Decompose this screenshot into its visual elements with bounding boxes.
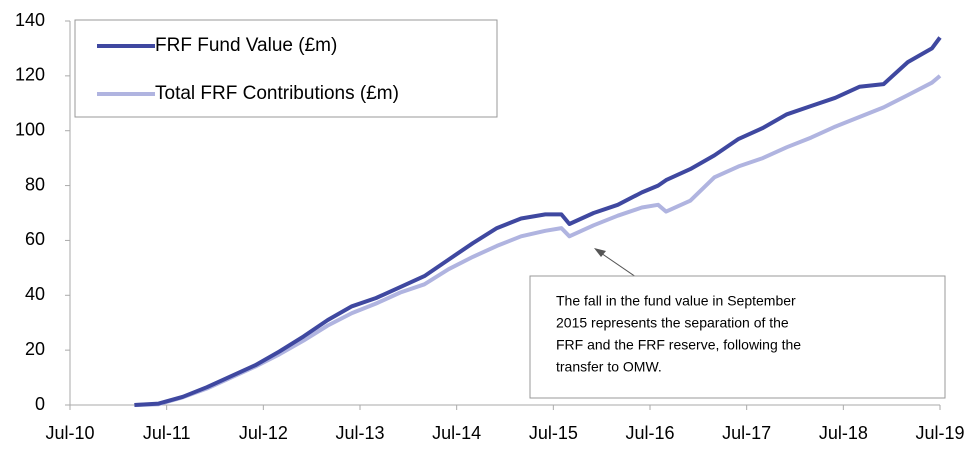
annotation-text: The fall in the fund value in September (556, 293, 796, 309)
y-tick-label: 120 (15, 65, 45, 85)
y-tick-label: 0 (35, 394, 45, 414)
annotation-text: transfer to OMW. (556, 359, 662, 375)
legend-box (74, 19, 498, 118)
x-tick-label: Jul-19 (915, 423, 964, 443)
x-tick-label: Jul-13 (335, 423, 384, 443)
y-tick-label: 60 (25, 229, 45, 249)
x-tick-label: Jul-11 (143, 423, 191, 443)
annotation-text: 2015 represents the separation of the (556, 315, 789, 331)
y-tick-label: 20 (25, 339, 45, 359)
series-line (134, 36, 942, 407)
y-tick-label: 40 (25, 284, 45, 304)
x-tick-label: Jul-15 (529, 423, 578, 443)
y-tick-label: 100 (15, 119, 45, 139)
annotation-text: FRF and the FRF reserve, following the (556, 337, 801, 353)
legend-label: Total FRF Contributions (£m) (155, 83, 399, 104)
x-tick-label: Jul-14 (432, 423, 481, 443)
arrow-head (594, 248, 606, 257)
x-tick-label: Jul-10 (45, 423, 94, 443)
annotation-box (529, 275, 946, 399)
y-tick-label: 80 (25, 174, 45, 194)
x-tick-label: Jul-17 (722, 423, 771, 443)
x-tick-label: Jul-12 (239, 423, 288, 443)
y-tick-label: 140 (15, 10, 45, 30)
x-tick-label: Jul-16 (625, 423, 674, 443)
legend-label: FRF Fund Value (£m) (155, 35, 337, 56)
x-tick-label: Jul-18 (819, 423, 868, 443)
series-line (134, 74, 942, 407)
